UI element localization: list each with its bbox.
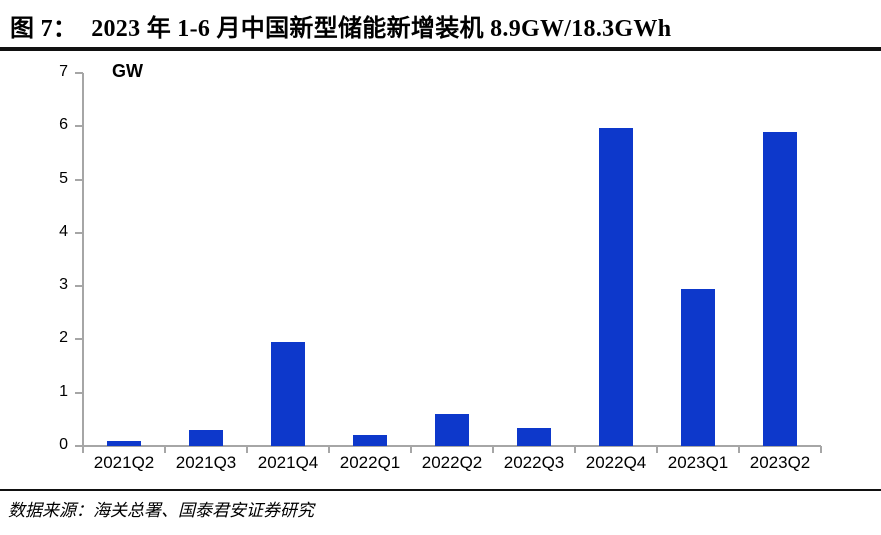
x-axis-label-2022Q2: 2022Q2 [421, 453, 483, 472]
y-axis-line [82, 73, 84, 448]
y-axis-tick [75, 125, 83, 128]
x-axis-tick [328, 446, 330, 453]
x-axis-tick [82, 446, 84, 453]
x-axis-label-2021Q3: 2021Q3 [175, 453, 237, 472]
y-axis-tick [75, 72, 83, 74]
x-axis-label-2022Q1: 2022Q1 [339, 453, 401, 472]
x-axis-tick [492, 446, 494, 453]
bar-2022Q1 [353, 435, 387, 446]
y-axis-tick-label: 7 [59, 63, 68, 80]
x-axis-tick [164, 446, 166, 453]
x-axis-tick [246, 446, 248, 453]
y-axis-tick-label: 6 [59, 116, 68, 134]
x-axis-label-2023Q2: 2023Q2 [749, 453, 811, 472]
y-axis-tick [75, 338, 83, 341]
bar-2021Q3 [189, 430, 223, 446]
x-axis-tick [410, 446, 412, 453]
bar-2022Q3 [517, 428, 551, 446]
y-axis-tick-label: 1 [59, 382, 68, 400]
bar-2021Q2 [107, 440, 141, 446]
title-underline [0, 47, 881, 51]
y-axis-tick [75, 178, 83, 181]
data-source-text: 数据来源：海关总署、国泰君安证券研究 [8, 501, 314, 521]
figure-title: 图 7： 2023 年 1-6 月中国新型储能新增装机 8.9GW/18.3GWh [10, 8, 875, 43]
y-axis-tick-label: 5 [59, 169, 68, 187]
bar-2022Q2 [435, 414, 469, 446]
bar-2023Q1 [681, 288, 715, 446]
x-axis-tick [738, 446, 740, 453]
figure-title-text: 2023 年 1-6 月中国新型储能新增装机 8.9GW/18.3GWh [91, 16, 672, 42]
x-axis-label-2021Q4: 2021Q4 [257, 453, 319, 472]
footer-divider [0, 489, 881, 491]
y-axis-tick [75, 445, 83, 447]
bar-2022Q4 [599, 127, 633, 446]
x-axis-label-2023Q1: 2023Q1 [667, 453, 729, 472]
x-axis-line [75, 445, 821, 447]
y-axis-tick-label: 0 [59, 436, 68, 453]
bar-2021Q4 [271, 342, 305, 446]
y-axis-unit-label: GW [112, 61, 143, 81]
x-axis-tick [574, 446, 576, 453]
x-axis-tick [656, 446, 658, 453]
y-axis-tick-label: 3 [59, 276, 68, 294]
x-axis-label-2022Q4: 2022Q4 [585, 453, 647, 472]
y-axis-tick-label: 4 [59, 222, 68, 240]
x-axis-label-2022Q3: 2022Q3 [503, 453, 565, 472]
y-axis-tick [75, 231, 83, 234]
x-axis-tick [820, 446, 822, 453]
y-axis-tick-label: 2 [59, 329, 68, 347]
bar-2023Q2 [763, 131, 797, 446]
y-axis-tick [75, 391, 83, 394]
x-axis-label-2021Q2: 2021Q2 [93, 453, 155, 472]
figure-number-label: 图 7： [10, 16, 78, 42]
y-axis-tick [75, 285, 83, 288]
